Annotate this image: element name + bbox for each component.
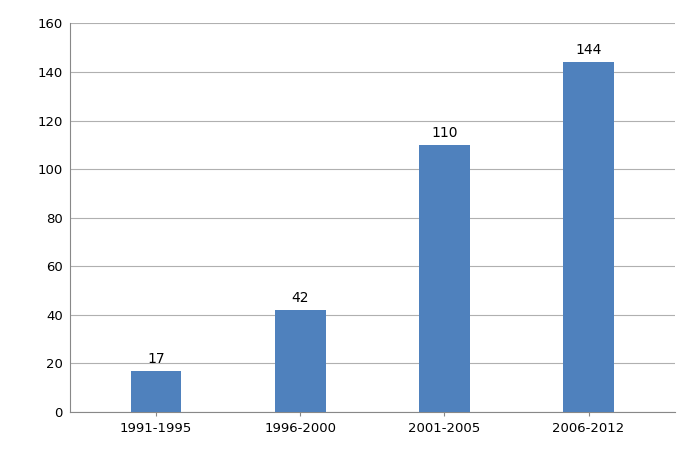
Text: 110: 110 bbox=[432, 126, 458, 140]
Text: 17: 17 bbox=[148, 352, 165, 366]
Bar bbox=[563, 62, 614, 412]
Bar bbox=[131, 371, 182, 412]
Bar bbox=[275, 310, 326, 412]
Bar bbox=[419, 145, 470, 412]
Text: 144: 144 bbox=[576, 44, 602, 58]
Text: 42: 42 bbox=[292, 291, 309, 305]
